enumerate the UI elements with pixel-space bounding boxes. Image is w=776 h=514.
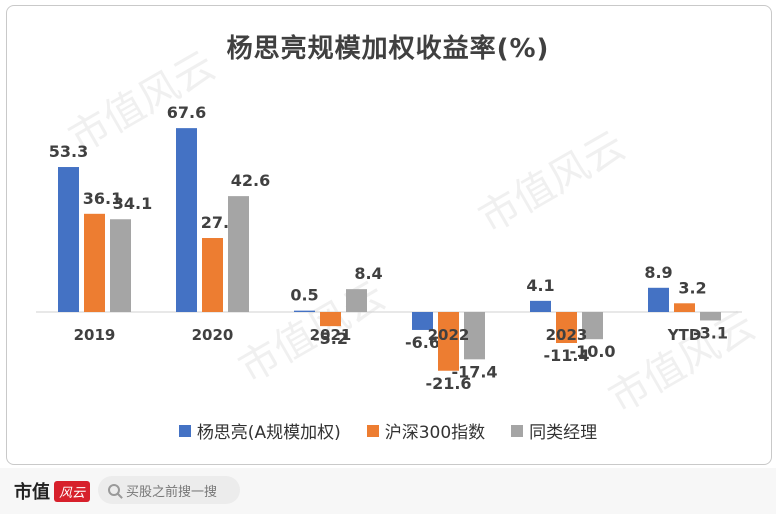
- data-label: -6.6: [405, 333, 440, 352]
- legend-swatch: [178, 424, 191, 437]
- legend-item: 杨思亮(A规模加权): [178, 418, 341, 443]
- data-label: 34.1: [113, 194, 152, 213]
- data-label: -17.4: [451, 362, 497, 381]
- bar: [294, 310, 315, 312]
- bar: [556, 312, 577, 344]
- brand-logo[interactable]: 市值 风云: [14, 478, 91, 504]
- legend-item: 沪深300指数: [366, 418, 486, 443]
- x-tick-label: YTD: [667, 326, 702, 344]
- x-tick-label: 2021: [310, 326, 352, 344]
- data-label: -11.4: [543, 346, 589, 365]
- bar: [202, 238, 223, 312]
- legend: 杨思亮(A规模加权) 沪深300指数 同类经理: [0, 418, 776, 443]
- bar: [110, 219, 131, 312]
- bar: [648, 287, 669, 312]
- x-tick-label: 2019: [74, 326, 116, 344]
- legend-label: 同类经理: [529, 423, 598, 443]
- bar: [464, 312, 485, 360]
- data-label: 53.3: [49, 142, 88, 161]
- data-label: -21.6: [425, 374, 471, 393]
- legend-swatch: [511, 424, 524, 437]
- footer-bar: 市值 风云 买股之前搜一搜: [0, 468, 776, 514]
- bar: [582, 312, 603, 340]
- bar: [412, 312, 433, 330]
- search-icon: [108, 484, 120, 496]
- legend-label: 杨思亮(A规模加权): [196, 423, 341, 443]
- data-label: 0.5: [290, 286, 318, 305]
- data-label: 42.6: [231, 171, 270, 190]
- search-box[interactable]: 买股之前搜一搜: [98, 476, 240, 504]
- bar: [84, 213, 105, 312]
- search-placeholder: 买股之前搜一搜: [126, 484, 218, 500]
- legend-swatch: [366, 424, 379, 437]
- data-label: -3.1: [693, 323, 728, 342]
- bar-chart: 53.336.134.1201967.627.242.620200.5-5.28…: [36, 103, 742, 393]
- bar: [700, 312, 721, 321]
- data-label: 3.2: [678, 278, 706, 297]
- legend-item: 同类经理: [511, 418, 597, 443]
- data-label: 4.1: [526, 276, 554, 295]
- data-label: 8.4: [354, 264, 382, 283]
- bar: [346, 289, 367, 312]
- data-label: 67.6: [167, 103, 206, 122]
- bar: [674, 303, 695, 312]
- data-label: 8.9: [644, 263, 672, 282]
- bar: [176, 128, 197, 312]
- chart-frame: [6, 5, 772, 465]
- bar: [530, 300, 551, 312]
- data-label: -5.2: [313, 329, 348, 348]
- chart-title: 杨思亮规模加权收益率(%): [226, 34, 550, 64]
- x-tick-label: 2023: [546, 326, 588, 344]
- brand-text: 市值: [14, 482, 50, 503]
- x-tick-label: 2022: [428, 326, 470, 344]
- bar: [320, 312, 341, 327]
- legend-label: 沪深300指数: [384, 423, 486, 443]
- data-label: 36.1: [83, 189, 122, 208]
- bar: [228, 196, 249, 312]
- data-label: -10.0: [569, 342, 615, 361]
- bar: [438, 312, 459, 371]
- bar: [58, 167, 79, 312]
- brand-badge: 风云: [54, 480, 91, 502]
- x-tick-label: 2020: [192, 326, 234, 344]
